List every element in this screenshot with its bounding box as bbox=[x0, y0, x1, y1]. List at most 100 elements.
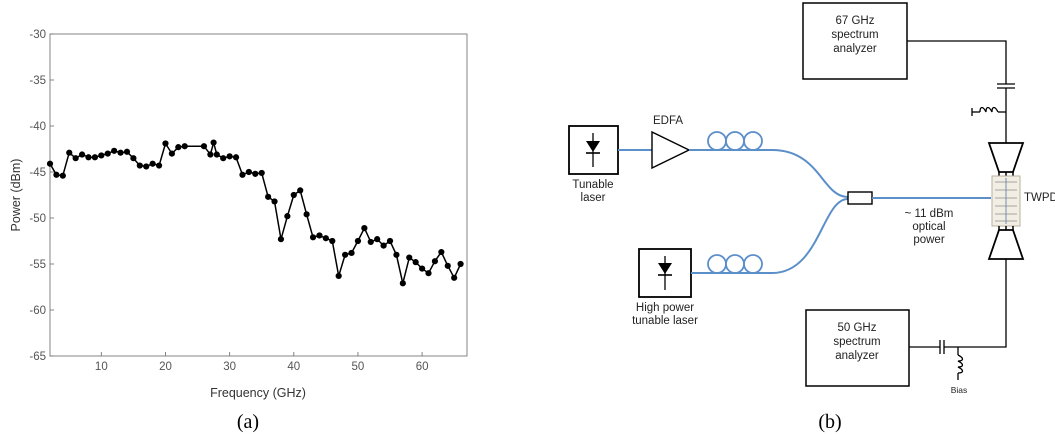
data-point bbox=[418, 265, 426, 272]
data-point bbox=[322, 235, 329, 242]
fiber-lower-arm bbox=[691, 198, 849, 274]
high-power-tunable-laser: High power tunable laser bbox=[632, 248, 698, 327]
data-point bbox=[210, 139, 217, 146]
data-point bbox=[162, 140, 169, 147]
data-point bbox=[277, 236, 285, 243]
y-tick-label: -30 bbox=[29, 29, 46, 41]
data-point bbox=[213, 151, 220, 158]
analyzer-67ghz-line3: analyzer bbox=[833, 43, 877, 55]
y-tick-label: -40 bbox=[29, 121, 46, 133]
power-vs-frequency-plot: -30 -35 -40 -45 -50 -55 -60 -65 10 20 30 40 50 60 Po… bbox=[9, 29, 468, 400]
data-point bbox=[406, 254, 413, 261]
y-axis-label: Power (dBm) bbox=[9, 159, 23, 232]
data-point bbox=[226, 153, 233, 160]
laser2-label-line1: High power bbox=[636, 302, 694, 314]
analyzer-50ghz-line2: spectrum bbox=[833, 336, 880, 348]
data-point bbox=[271, 198, 278, 205]
data-point bbox=[130, 155, 137, 162]
data-point bbox=[309, 234, 317, 241]
x-tick-label: 10 bbox=[95, 361, 108, 373]
analyzer-67ghz: 67 GHz spectrum analyzer bbox=[802, 2, 908, 80]
analyzer-50ghz-box bbox=[805, 309, 910, 387]
data-point bbox=[367, 238, 374, 246]
data-point bbox=[412, 259, 419, 266]
data-point bbox=[232, 154, 240, 161]
x-tick-label: 60 bbox=[416, 361, 429, 373]
upper-probe bbox=[987, 142, 1025, 173]
optical-power-line1: ~ 11 dBm bbox=[905, 208, 954, 220]
data-point bbox=[380, 242, 387, 249]
data-point bbox=[175, 144, 182, 151]
data-point bbox=[386, 237, 394, 245]
setup-diagram: Tunable laser EDFA High power tunable la… bbox=[568, 2, 1055, 395]
y-axis-ticks: -30 -35 -40 -45 -50 -55 -60 -65 bbox=[29, 29, 54, 363]
data-point bbox=[53, 171, 60, 178]
analyzer-67ghz-line1: 67 GHz bbox=[836, 15, 875, 27]
edfa-amplifier: EDFA bbox=[651, 115, 691, 170]
power-series-points bbox=[46, 139, 464, 287]
bias-inductor-bottom bbox=[957, 354, 964, 374]
data-point bbox=[303, 211, 310, 218]
data-point bbox=[59, 172, 66, 179]
data-point bbox=[252, 170, 259, 177]
optical-power-line2: optical bbox=[912, 221, 945, 233]
polarization-controller-1 bbox=[707, 131, 763, 151]
y-tick-label: -65 bbox=[29, 351, 46, 363]
data-point bbox=[220, 155, 227, 162]
data-point bbox=[149, 160, 156, 167]
data-point bbox=[143, 163, 150, 170]
analyzer-67ghz-line2: spectrum bbox=[831, 29, 878, 41]
data-point bbox=[361, 225, 368, 232]
data-point bbox=[297, 187, 304, 194]
x-axis-ticks: 10 20 30 40 50 60 bbox=[95, 352, 429, 373]
twpd-label: TWPD bbox=[1024, 192, 1055, 204]
amplifier-icon bbox=[651, 130, 691, 170]
x-axis-label: Frequency (GHz) bbox=[210, 386, 306, 400]
data-point bbox=[155, 162, 163, 169]
y-tick-label: -55 bbox=[29, 259, 46, 271]
data-point bbox=[72, 155, 79, 162]
data-point bbox=[46, 160, 54, 167]
data-point bbox=[457, 260, 464, 268]
data-point bbox=[393, 251, 400, 258]
fiber-coupler bbox=[847, 191, 873, 205]
top-rf-cable bbox=[907, 40, 1015, 143]
data-point bbox=[425, 270, 432, 277]
analyzer-50ghz-line3: analyzer bbox=[835, 350, 879, 362]
data-point bbox=[438, 248, 445, 256]
data-point bbox=[168, 150, 175, 157]
twpd-device: TWPD bbox=[987, 142, 1055, 260]
data-point bbox=[181, 143, 188, 150]
laser2-label-line2: tunable laser bbox=[632, 315, 698, 327]
caption-b: (b) bbox=[818, 411, 841, 433]
data-point bbox=[399, 280, 406, 287]
bias-inductor-top bbox=[979, 106, 999, 113]
laser1-label-line2: laser bbox=[581, 192, 606, 204]
x-tick-label: 20 bbox=[159, 361, 172, 373]
data-point bbox=[66, 149, 73, 156]
optical-power-line3: power bbox=[913, 234, 944, 246]
data-point bbox=[258, 169, 265, 177]
data-point bbox=[200, 143, 208, 150]
edfa-label: EDFA bbox=[653, 115, 683, 127]
data-point bbox=[284, 213, 291, 220]
bottom-rf-cable bbox=[909, 259, 1007, 380]
data-point bbox=[444, 262, 451, 269]
y-tick-label: -45 bbox=[29, 167, 46, 179]
data-point bbox=[431, 258, 439, 265]
polarization-controller-2 bbox=[707, 254, 763, 274]
x-tick-label: 30 bbox=[223, 361, 236, 373]
plot-frame bbox=[49, 33, 468, 357]
data-point bbox=[374, 236, 381, 243]
analyzer-50ghz-line1: 50 GHz bbox=[838, 322, 877, 334]
data-point bbox=[78, 151, 86, 158]
y-tick-label: -60 bbox=[29, 305, 46, 317]
data-point bbox=[245, 168, 252, 176]
y-tick-label: -50 bbox=[29, 213, 46, 225]
data-point bbox=[342, 251, 349, 258]
power-series-line bbox=[49, 139, 462, 284]
data-point bbox=[354, 237, 362, 245]
fiber-upper-arm bbox=[689, 149, 849, 198]
data-point bbox=[104, 150, 111, 157]
